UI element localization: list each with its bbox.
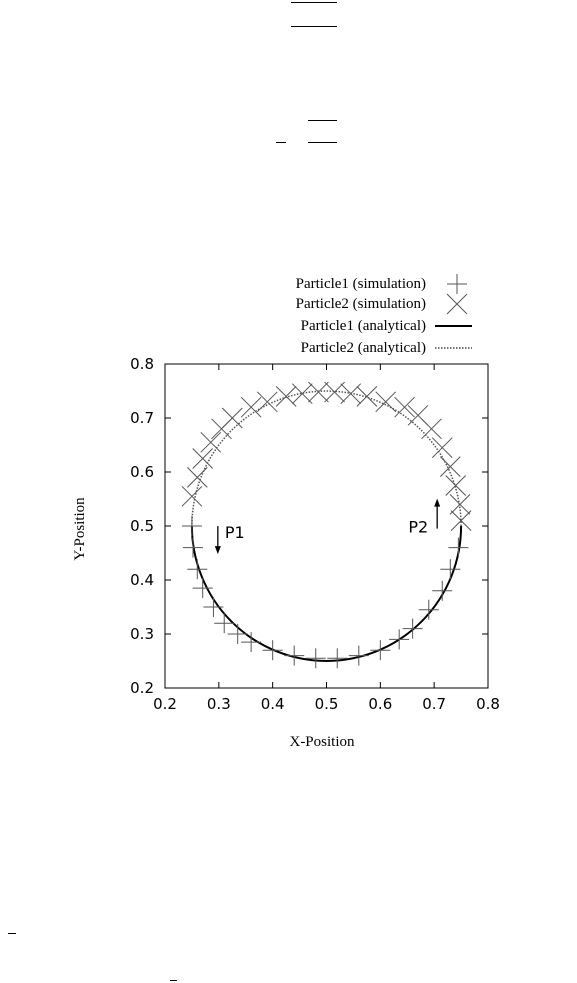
rule-fragment [308,120,337,121]
rule-fragment [170,980,177,981]
legend-cross-marker [446,293,468,315]
x-tick-label: 0.4 [261,695,285,713]
particle2-sim-point [450,510,472,531]
x-tick-labels: 0.2 0.3 0.4 0.5 0.6 0.7 0.8 [153,695,500,713]
particle2-sim-point [445,475,467,496]
particle2-simulation-markers [181,381,472,531]
legend-plus-marker [447,274,467,294]
particle2-sim-point [308,381,329,403]
particle1-sim-point [418,599,439,620]
annotation-label: P2 [408,518,428,537]
particle2-sim-point [375,391,397,413]
rule-fragment [308,142,337,143]
particle1-sim-point [187,559,208,580]
y-tick-label: 0.8 [130,355,154,373]
particle2-sim-point [275,386,297,407]
particle1-sim-point [402,618,423,639]
y-tick-label: 0.5 [130,517,154,535]
particle1-sim-point [192,578,213,599]
rule-fragment [291,26,337,27]
x-tick-label: 0.3 [207,695,231,713]
plot-frame [164,363,489,689]
x-tick-label: 0.7 [422,695,446,713]
y-tick-label: 0.6 [130,463,154,481]
annotation-p1: P1 [214,523,245,555]
y-axis-label: Y-Position [72,497,88,561]
axis-ticks [164,363,489,689]
x-tick-label: 0.6 [368,695,392,713]
x-axis-label: X-Position [289,734,355,750]
particle1-sim-point [214,613,235,634]
particle1-sim-point [370,640,391,661]
particle2-sim-point [186,467,208,488]
y-tick-label: 0.7 [130,409,154,427]
y-tick-label: 0.2 [130,679,154,697]
legend: Particle1 (simulation) Particle2 (simula… [296,274,472,356]
particle1-sim-point [284,645,305,666]
particle1-sim-point [440,559,461,580]
particle1-sim-point [262,640,283,661]
particle2-sim-point [407,404,429,426]
particle2-sim-point [192,448,214,469]
particle1-sim-point [348,645,369,666]
particle2-sim-point [431,437,453,459]
legend-label-particle1-simulation: Particle1 (simulation) [296,276,426,292]
y-tick-label: 0.3 [130,625,154,643]
rule-fragment [8,933,16,934]
annotation-p2: P2 [408,498,441,537]
particle1-sim-point [432,580,453,601]
legend-label-particle2-analytical: Particle2 (analytical) [301,340,426,356]
particle1-sim-point [227,624,248,644]
particle1-simulation-markers [181,516,469,669]
particle2-sim-point [200,431,222,453]
particle2-sim-point [394,396,415,418]
legend-label-particle1-analytical: Particle1 (analytical) [301,318,426,334]
particle2-analytical-curve [191,390,462,527]
particle1-analytical-curve [190,525,463,662]
particle2-sim-point [449,494,471,515]
x-tick-label: 0.2 [153,695,177,713]
particle1-sim-point [327,648,348,669]
particle1-sim-point [448,537,469,558]
particle2-sim-point [439,456,461,477]
rule-fragment [291,2,337,3]
arrowhead-icon [214,546,221,555]
rule-fragment [276,142,286,143]
annotations: P1 P2 [214,498,441,555]
legend-label-particle2-simulation: Particle2 (simulation) [296,296,426,312]
particle2-sim-point [240,396,262,418]
annotation-label: P1 [225,523,245,542]
y-tick-labels: 0.2 0.3 0.4 0.5 0.6 0.7 0.8 [130,355,154,697]
y-tick-label: 0.4 [130,571,154,589]
particle1-sim-point [203,597,224,617]
x-tick-label: 0.5 [315,695,339,713]
particle2-sim-point [181,485,203,507]
particle1-sim-point [182,537,203,558]
x-tick-label: 0.8 [476,695,500,713]
particle2-sim-point [340,383,362,405]
particle1-sim-point [181,516,202,536]
particle2-sim-point [324,381,345,403]
particle1-sim-point [241,632,262,653]
particle1-sim-point [305,648,326,669]
arrowhead-icon [434,498,441,507]
particle1-sim-point [389,629,410,650]
particle2-sim-point [256,391,278,413]
particle2-sim-point [211,418,232,440]
